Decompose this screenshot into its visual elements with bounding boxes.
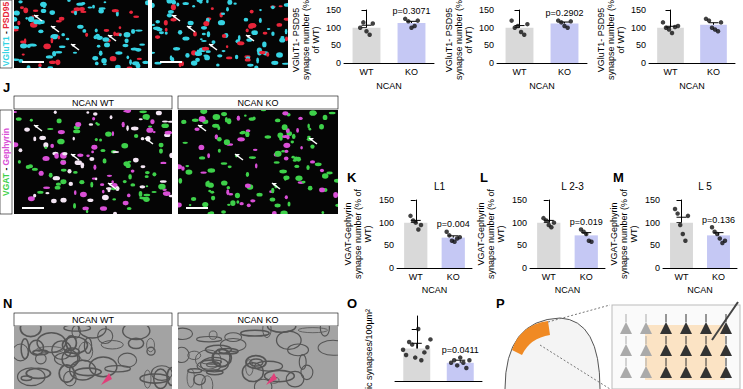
svg-text:WT: WT xyxy=(513,67,527,77)
svg-text:100: 100 xyxy=(326,23,341,33)
svg-text:NCAN: NCAN xyxy=(687,285,713,295)
svg-text:p=0.3071: p=0.3071 xyxy=(393,6,431,16)
svg-text:L1: L1 xyxy=(434,181,446,192)
html-text:VGAT-Gephyrin synapse number (: VGAT-Gephyrin synapse number (% of WT) xyxy=(609,189,639,279)
svg-text:p=0.0411: p=0.0411 xyxy=(442,345,479,355)
svg-text:L 2-3: L 2-3 xyxy=(561,181,584,192)
svg-text:0: 0 xyxy=(336,58,341,68)
svg-text:NCAN: NCAN xyxy=(422,285,448,295)
svg-text:N: N xyxy=(3,296,12,311)
svg-text:L: L xyxy=(480,170,488,185)
svg-text:50: 50 xyxy=(517,240,527,250)
svg-text:NCAN KO: NCAN KO xyxy=(237,315,278,325)
svg-text:VGluT1 - PSD95: VGluT1 - PSD95 xyxy=(1,2,11,67)
html-text:VGAT-Gephyrin synapse number (: VGAT-Gephyrin synapse number (% of WT) xyxy=(476,189,506,279)
svg-text:P: P xyxy=(496,296,505,311)
html-text:ic synapses/100µm²: ic synapses/100µm² xyxy=(363,308,373,389)
svg-text:NCAN: NCAN xyxy=(376,81,402,91)
svg-text:0: 0 xyxy=(655,263,660,273)
svg-text:0: 0 xyxy=(522,263,527,273)
svg-text:WT: WT xyxy=(542,272,556,282)
svg-text:KO: KO xyxy=(580,272,593,282)
svg-text:p=0.2902: p=0.2902 xyxy=(546,8,584,18)
html-text:VGluT1- PSD95 synapse number (: VGluT1- PSD95 synapse number (% of WT) xyxy=(290,0,320,80)
svg-text:WT: WT xyxy=(664,67,678,77)
svg-text:KO: KO xyxy=(712,272,725,282)
svg-text:WT: WT xyxy=(675,272,689,282)
svg-text:100: 100 xyxy=(379,218,394,228)
svg-text:NCAN: NCAN xyxy=(555,285,581,295)
svg-text:50: 50 xyxy=(384,240,394,250)
svg-text:150: 150 xyxy=(631,5,646,15)
svg-text:0: 0 xyxy=(389,263,394,273)
svg-text:L 5: L 5 xyxy=(698,181,712,192)
svg-text:150: 150 xyxy=(512,195,527,205)
svg-text:0: 0 xyxy=(641,58,646,68)
svg-text:p=0.136: p=0.136 xyxy=(702,215,735,225)
svg-text:p=0.004: p=0.004 xyxy=(437,219,470,229)
svg-text:50: 50 xyxy=(650,240,660,250)
svg-text:KO: KO xyxy=(447,272,460,282)
svg-text:150: 150 xyxy=(645,195,660,205)
svg-text:KO: KO xyxy=(707,67,720,77)
svg-text:M: M xyxy=(613,170,624,185)
svg-text:100: 100 xyxy=(631,23,646,33)
svg-text:K: K xyxy=(347,170,357,185)
svg-text:100: 100 xyxy=(645,218,660,228)
svg-text:100: 100 xyxy=(479,23,494,33)
svg-text:100: 100 xyxy=(512,218,527,228)
svg-text:50: 50 xyxy=(484,40,494,50)
svg-text:VGAT - Gephyrin: VGAT - Gephyrin xyxy=(1,128,11,196)
html-text:VGAT-Gephyrin synapse number (: VGAT-Gephyrin synapse number (% of WT) xyxy=(343,189,373,279)
svg-text:NCAN WT: NCAN WT xyxy=(72,315,114,325)
svg-text:50: 50 xyxy=(636,40,646,50)
svg-text:NCAN: NCAN xyxy=(679,81,705,91)
svg-text:WT: WT xyxy=(409,272,423,282)
svg-text:KO: KO xyxy=(558,67,571,77)
svg-text:NCAN WT: NCAN WT xyxy=(72,98,114,108)
svg-text:NCAN KO: NCAN KO xyxy=(237,98,278,108)
svg-text:WT: WT xyxy=(360,67,374,77)
svg-text:p=0.019: p=0.019 xyxy=(570,217,603,227)
svg-text:O: O xyxy=(347,296,357,311)
svg-text:150: 150 xyxy=(479,5,494,15)
svg-text:0: 0 xyxy=(489,58,494,68)
svg-text:50: 50 xyxy=(331,40,341,50)
svg-text:NCAN: NCAN xyxy=(529,81,555,91)
html-text:VGluT1- PSD95 synapse number (: VGluT1- PSD95 synapse number (% of WT) xyxy=(443,0,473,80)
svg-text:KO: KO xyxy=(405,67,418,77)
html-text:VGluT1- PSD95 synapse number (: VGluT1- PSD95 synapse number (% of WT) xyxy=(595,0,625,80)
svg-text:J: J xyxy=(3,80,10,95)
svg-text:150: 150 xyxy=(326,5,341,15)
svg-text:150: 150 xyxy=(379,195,394,205)
